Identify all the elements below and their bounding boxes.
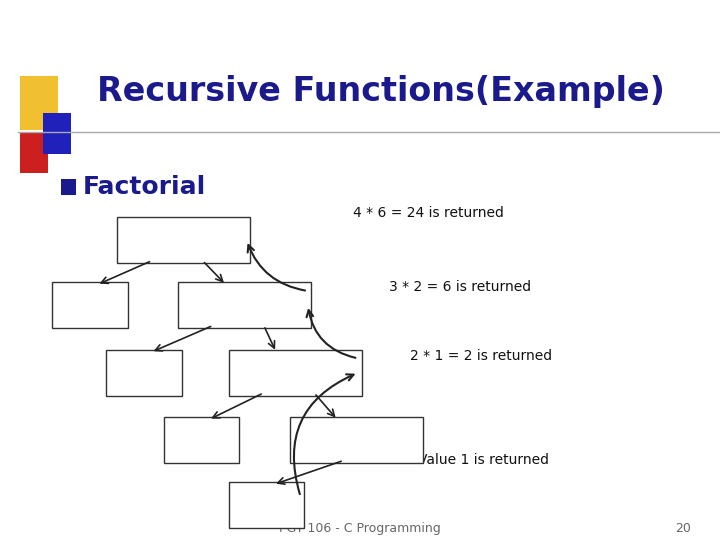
- Text: Value 1 is returned: Value 1 is returned: [418, 453, 549, 467]
- FancyBboxPatch shape: [52, 282, 128, 328]
- Text: 1: 1: [262, 498, 271, 512]
- Bar: [43, 113, 71, 154]
- Text: 3 *: 3 *: [134, 366, 154, 380]
- FancyBboxPatch shape: [117, 217, 251, 263]
- Text: 3 * 2 = 6 is returned: 3 * 2 = 6 is returned: [389, 280, 531, 294]
- Text: 2 * 1 = 2 is returned: 2 * 1 = 2 is returned: [410, 349, 552, 363]
- Text: Factorial(4): Factorial(4): [144, 233, 223, 247]
- FancyBboxPatch shape: [179, 282, 312, 328]
- Text: 20: 20: [675, 522, 691, 535]
- Bar: [20, 76, 58, 130]
- Text: 4 * 6 = 24 is returned: 4 * 6 = 24 is returned: [353, 206, 504, 220]
- FancyBboxPatch shape: [164, 417, 239, 463]
- Bar: [20, 132, 48, 173]
- Text: Factorial: Factorial: [83, 176, 206, 199]
- Text: Factorial(3): Factorial(3): [205, 298, 284, 312]
- Text: Factorial(2): Factorial(2): [256, 366, 335, 380]
- FancyBboxPatch shape: [289, 417, 423, 463]
- Text: 4 *: 4 *: [80, 298, 100, 312]
- Text: Recursive Functions(Example): Recursive Functions(Example): [97, 75, 665, 109]
- Text: Factorial(1): Factorial(1): [317, 433, 396, 447]
- FancyBboxPatch shape: [229, 482, 304, 528]
- Text: PGT 106 - C Programming: PGT 106 - C Programming: [279, 522, 441, 535]
- FancyBboxPatch shape: [229, 350, 361, 395]
- FancyBboxPatch shape: [107, 350, 181, 395]
- Text: 2 *: 2 *: [192, 433, 212, 447]
- Bar: [61, 179, 76, 195]
